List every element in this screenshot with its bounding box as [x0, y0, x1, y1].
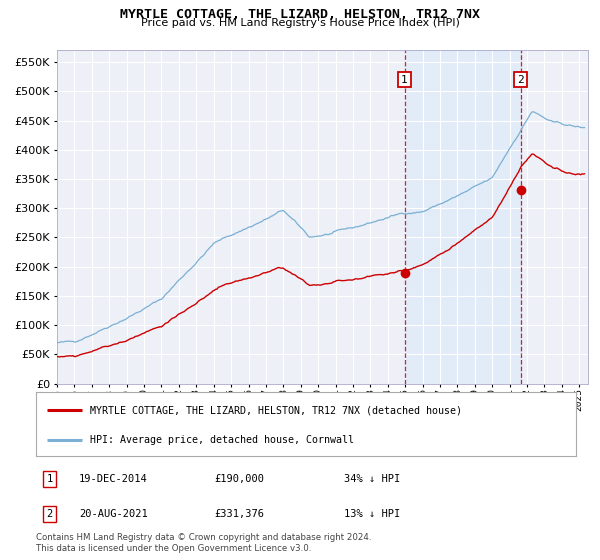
Text: £331,376: £331,376	[214, 509, 264, 519]
Text: MYRTLE COTTAGE, THE LIZARD, HELSTON, TR12 7NX (detached house): MYRTLE COTTAGE, THE LIZARD, HELSTON, TR1…	[90, 405, 462, 415]
Text: 2: 2	[517, 74, 524, 85]
Text: 1: 1	[46, 474, 53, 484]
Bar	[404, 50, 521, 384]
Text: 2: 2	[46, 509, 53, 519]
Text: 34% ↓ HPI: 34% ↓ HPI	[344, 474, 400, 484]
Text: 20-AUG-2021: 20-AUG-2021	[79, 509, 148, 519]
Text: £190,000: £190,000	[214, 474, 264, 484]
Text: MYRTLE COTTAGE, THE LIZARD, HELSTON, TR12 7NX: MYRTLE COTTAGE, THE LIZARD, HELSTON, TR1…	[120, 8, 480, 21]
Text: Contains HM Land Registry data © Crown copyright and database right 2024.
This d: Contains HM Land Registry data © Crown c…	[36, 533, 371, 553]
Text: 13% ↓ HPI: 13% ↓ HPI	[344, 509, 400, 519]
Text: HPI: Average price, detached house, Cornwall: HPI: Average price, detached house, Corn…	[90, 435, 354, 445]
Text: Price paid vs. HM Land Registry's House Price Index (HPI): Price paid vs. HM Land Registry's House …	[140, 18, 460, 28]
Text: 19-DEC-2014: 19-DEC-2014	[79, 474, 148, 484]
Text: 1: 1	[401, 74, 408, 85]
